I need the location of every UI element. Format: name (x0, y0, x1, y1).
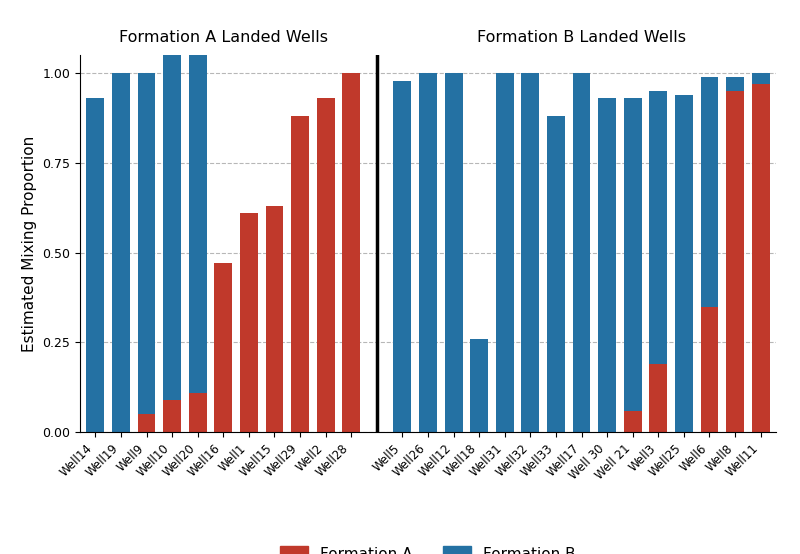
Bar (470, 339, 488, 432)
Bar (291, 116, 309, 432)
Bar (752, 84, 770, 432)
Bar (214, 264, 232, 432)
Bar (726, 77, 744, 91)
Y-axis label: Estimated Mixing Proportion: Estimated Mixing Proportion (22, 136, 37, 352)
Bar (138, 414, 155, 432)
Bar (419, 73, 437, 432)
Bar (624, 411, 642, 432)
Bar (86, 99, 104, 432)
Bar (573, 73, 590, 432)
Bar (496, 73, 514, 432)
Bar (701, 306, 718, 432)
Bar (189, 393, 206, 432)
Bar (138, 73, 155, 414)
Bar (701, 77, 718, 306)
Bar (163, 41, 181, 400)
Bar (112, 73, 130, 432)
Bar (598, 99, 616, 432)
Bar (240, 213, 258, 432)
Text: Formation B Landed Wells: Formation B Landed Wells (477, 29, 686, 45)
Bar (726, 91, 744, 432)
Bar (650, 91, 667, 364)
Bar (547, 116, 565, 432)
Bar (650, 364, 667, 432)
Bar (445, 73, 462, 432)
Bar (189, 34, 206, 393)
Bar (624, 99, 642, 411)
Bar (752, 73, 770, 84)
Bar (266, 206, 283, 432)
Text: Formation A Landed Wells: Formation A Landed Wells (118, 29, 328, 45)
Bar (394, 80, 411, 432)
Bar (342, 73, 360, 432)
Bar (163, 400, 181, 432)
Bar (522, 73, 539, 432)
Bar (675, 95, 693, 432)
Bar (317, 99, 334, 432)
Legend: Formation A, Formation B: Formation A, Formation B (274, 540, 582, 554)
